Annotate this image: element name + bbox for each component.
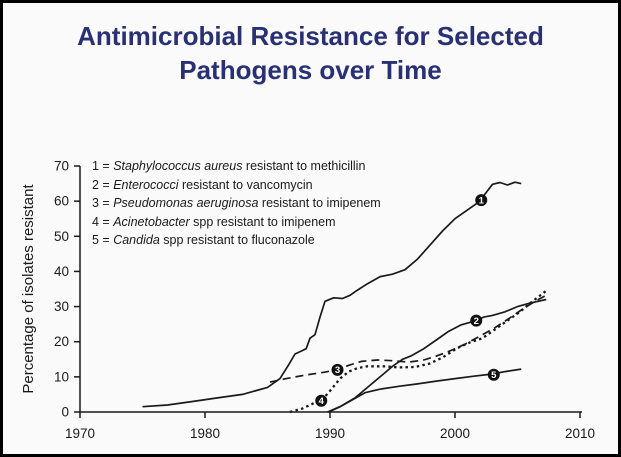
legend-item-description: resistant to methicillin <box>242 159 366 173</box>
x-tick-label: 1970 <box>65 426 95 441</box>
y-axis-title: Percentage of isolates resistant <box>20 184 37 394</box>
series-marker-3 <box>331 363 344 376</box>
legend-item-description: spp resistant to imipenem <box>189 214 336 229</box>
series-marker-2 <box>470 314 483 327</box>
legend-item-number: 3 = <box>92 196 114 210</box>
page-title: Antimicrobial Resistance for Selected Pa… <box>77 21 544 86</box>
x-tick-label: 2000 <box>440 426 470 441</box>
series-marker-label-5: 5 <box>491 370 497 381</box>
legend-item-3: 3 = Pseudomonas aeruginosa resistant to … <box>92 194 381 213</box>
legend-item-organism: Enterococci <box>113 177 179 192</box>
series-marker-label-1: 1 <box>479 195 485 206</box>
y-tick-label: 50 <box>54 229 69 244</box>
x-tick-label: 1980 <box>190 426 220 441</box>
y-tick-label: 30 <box>54 299 69 314</box>
legend-item-description: resistant to vancomycin <box>178 177 313 192</box>
series-marker-label-3: 3 <box>335 365 340 376</box>
x-tick-label: 1990 <box>315 426 345 441</box>
y-tick-label: 60 <box>54 194 69 209</box>
x-tick-label: 2010 <box>565 426 595 441</box>
chart-svg: 0 10 20 30 40 50 60 70 1970 1980 1990 2000 2010 Perce… <box>20 158 595 441</box>
y-tick-label: 70 <box>54 158 69 173</box>
legend-item-organism: Staphylococcus aureus <box>113 159 243 173</box>
series-line-4 <box>289 289 547 414</box>
series-marker-5 <box>487 368 500 381</box>
legend-item-number: 5 = <box>92 233 114 247</box>
y-tick-label: 20 <box>54 334 69 349</box>
legend-item-5: 5 = Candida spp resistant to fluconazole <box>92 231 381 250</box>
y-tick-label: 40 <box>54 264 69 279</box>
legend-item-4: 4 = Acinetobacter spp resistant to imipe… <box>92 213 381 232</box>
legend-item-1: 1 = Staphylococcus aureus resistant to m… <box>92 157 381 176</box>
legend-item-organism: Pseudomonas aeruginosa <box>113 196 259 210</box>
series-marker-1 <box>475 194 488 207</box>
chart-legend: 1 = Staphylococcus aureus resistant to m… <box>92 157 381 250</box>
y-tick-label: 0 <box>61 405 69 420</box>
y-tick-label: 10 <box>54 369 69 384</box>
legend-item-number: 1 = <box>92 159 114 173</box>
series-marker-label-2: 2 <box>474 316 479 327</box>
legend-item-description: spp resistant to fluconazole <box>159 233 315 247</box>
legend-item-number: 4 = <box>92 214 114 229</box>
legend-item-2: 2 = Enterococci resistant to vancomycin <box>92 176 381 195</box>
legend-item-organism: Candida <box>113 233 160 247</box>
series-marker-label-4: 4 <box>319 396 325 407</box>
legend-item-description: resistant to imipenem <box>258 196 381 210</box>
series-marker-4 <box>315 394 328 407</box>
legend-item-organism: Acinetobacter <box>113 214 190 229</box>
series-line-2 <box>327 298 547 413</box>
series-line-3 <box>269 294 547 383</box>
legend-item-number: 2 = <box>92 177 114 192</box>
